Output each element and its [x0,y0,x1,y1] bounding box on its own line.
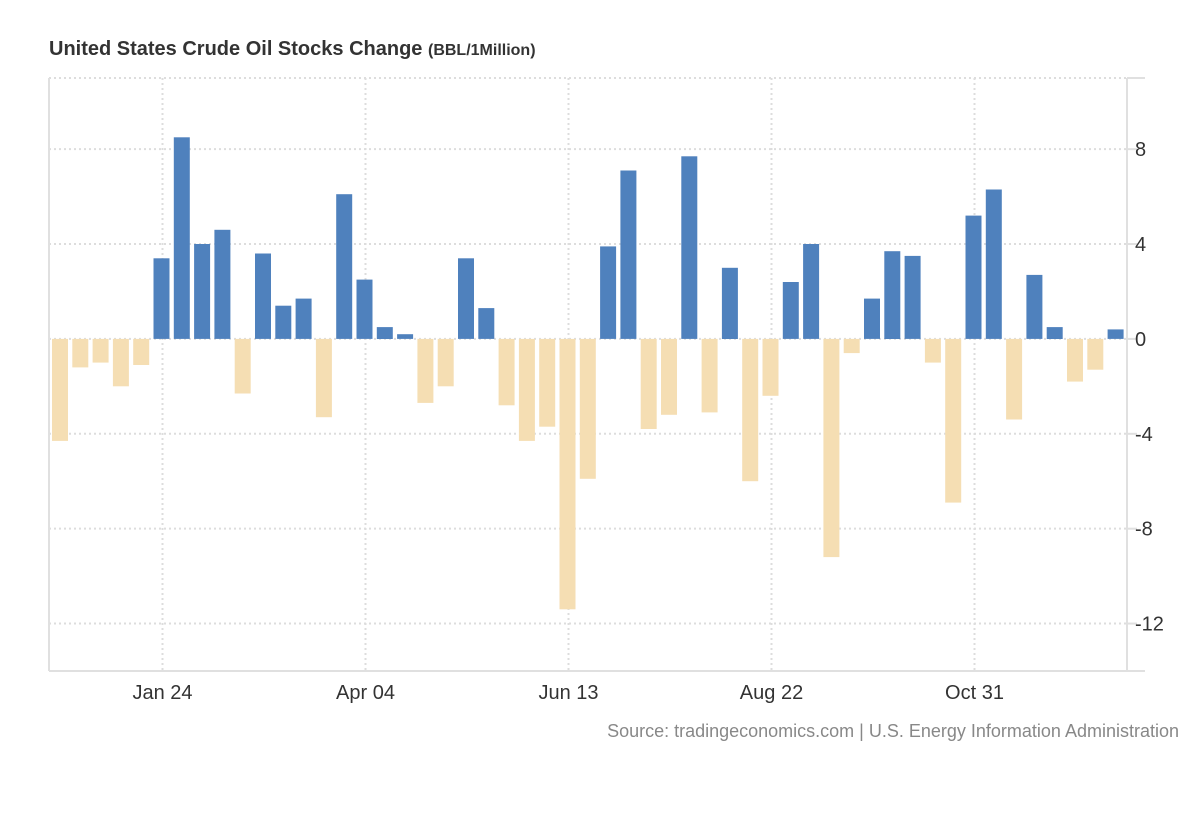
bar-positive [295,298,312,339]
bar-negative [742,338,759,482]
x-tick-label: Apr 04 [336,682,395,704]
bar-positive [721,267,738,339]
y-tick-label: -12 [1135,614,1164,636]
bar-negative [539,338,556,427]
x-tick-label: Jun 13 [538,682,598,704]
chart-unit: (BBL/1Million) [427,42,536,59]
bar-positive [255,253,271,339]
bar-negative [1006,338,1023,420]
bar-negative [92,338,109,363]
y-tick-label: -4 [1135,424,1153,446]
bar-positive [965,215,982,339]
x-tick-label: Jan 24 [132,682,192,704]
bar-positive [153,258,170,339]
bar-positive [985,189,1002,339]
y-tick-label: 0 [1135,329,1146,351]
bar-negative [924,338,941,363]
y-tick-label: -8 [1135,519,1153,541]
x-tick-label: Aug 22 [740,682,803,704]
bar-negative [579,338,596,479]
axes [48,77,1145,672]
bar-negative [52,338,68,441]
chart-title: United States Crude Oil Stocks Change (B… [49,38,536,61]
bar-negative [559,338,576,610]
bar-positive [620,170,637,339]
bar-positive [336,194,353,339]
bar-negative [498,338,515,406]
bar-negative [72,338,89,368]
bar-positive [478,308,495,339]
bar-positive [397,334,414,339]
tick-labels: 8 4 0 -4 -8 -12 Jan 24 Apr 04 Jun 13 Aug 22 Oct 31 [132,139,1163,704]
bar-positive [782,282,799,339]
bar-positive [1046,327,1063,339]
bar-negative [823,338,840,558]
bar-positive [458,258,474,339]
x-tick-label: Oct 31 [945,682,1004,704]
bar-negative [762,338,779,396]
bar-negative [133,338,150,365]
bar-positive [376,327,393,339]
bars [52,137,1124,610]
bar-positive [884,251,901,339]
bar-positive [173,137,190,339]
bar-negative [437,338,454,387]
bar-negative [945,338,962,503]
y-tick-label: 8 [1135,139,1146,161]
bar-negative [315,338,332,418]
bar-positive [681,156,698,339]
bar-positive [356,279,373,339]
bar-positive [803,244,820,339]
bar-negative [701,338,718,413]
bar-negative [843,338,860,354]
bar-positive [275,305,292,339]
bar-negative [112,338,129,387]
bar-positive [600,246,617,339]
bar-positive [194,244,211,339]
chart-title-text: United States Crude Oil Stocks Change [49,38,423,60]
bar-negative [640,338,657,429]
source-note: Source: tradingeconomics.com | U.S. Ener… [607,721,1179,741]
bar-positive [864,298,880,339]
bar-negative [518,338,535,441]
bar-positive [1107,329,1124,339]
bar-negative [1067,338,1083,382]
bar-negative [417,338,434,403]
bar-negative [234,338,251,394]
bar-negative [661,338,677,415]
bar-positive [904,255,921,339]
bar-negative [1087,338,1104,370]
bar-positive [1026,274,1043,339]
y-tick-label: 4 [1135,234,1146,256]
bar-positive [214,229,231,339]
